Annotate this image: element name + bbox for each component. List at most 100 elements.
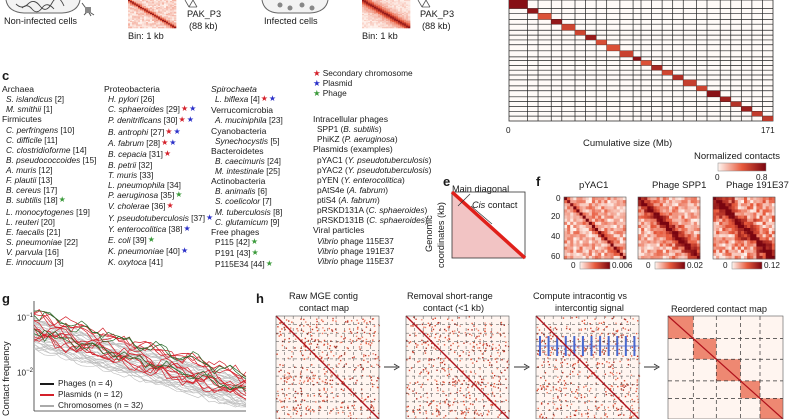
heatmap-cell [722, 218, 726, 223]
contact-dot [332, 408, 334, 410]
contact-dot [541, 347, 543, 350]
heatmap-cell [693, 203, 698, 207]
heatmap-cell [150, 15, 153, 17]
contact-dot [595, 326, 598, 328]
heatmap-cell [619, 255, 624, 260]
heatmap-cell [166, 21, 169, 23]
heatmap-cell [372, 17, 375, 19]
heatmap-cell [402, 1, 405, 3]
contact-dot [305, 408, 307, 410]
heatmap-cell [607, 200, 611, 204]
heatmap-cell [398, 26, 401, 29]
heatmap-cell [134, 2, 137, 4]
heatmap-cell [406, 25, 409, 28]
contact-dot [608, 362, 610, 364]
contact-dot [575, 390, 577, 393]
heatmap-cell [744, 215, 748, 219]
heatmap-cell [756, 224, 760, 229]
heatmap-cell [400, 15, 403, 17]
heatmap-cell [170, 22, 173, 24]
heatmap-cell [722, 221, 726, 226]
colorbar-f1 [579, 261, 611, 270]
taxon-group-header: Proteobacteria [104, 84, 160, 94]
heatmap-cell [768, 215, 773, 219]
contact-dot [307, 331, 310, 334]
heatmap-cell [672, 197, 676, 201]
heatmap-cell [675, 209, 679, 213]
contact-dot [447, 368, 450, 370]
heatmap-cell [174, 12, 177, 15]
heatmap-cell [390, 24, 393, 26]
heatmap-cell [374, 4, 377, 7]
heatmap-cell [148, 17, 151, 19]
heatmap-cell [406, 0, 409, 2]
heatmap-cell [392, 12, 395, 15]
heatmap-cell [684, 224, 688, 229]
colorbar-title: Normalized contacts [694, 151, 781, 162]
heatmap-cell [146, 18, 149, 21]
heatmap-cell [716, 237, 720, 241]
heatmap-cell [610, 215, 614, 219]
heatmap-cell [696, 255, 701, 260]
heatmap-cell [759, 228, 763, 232]
contact-dot [356, 328, 359, 330]
taxon-entry: Y. pseudotuberculosis [37]★ [108, 212, 214, 223]
heatmap-cell [384, 19, 387, 22]
contact-dot [555, 328, 558, 331]
heatmap-cell [378, 23, 381, 25]
heatmap-191e37 [712, 196, 776, 260]
contact-dot [635, 332, 638, 335]
contact-dot [350, 394, 353, 396]
contact-dot [372, 353, 374, 355]
heatmap-cell [737, 224, 742, 229]
contact-dot [321, 356, 323, 359]
heatmap-cell [402, 4, 405, 7]
heatmap-cell [398, 7, 401, 9]
heatmap-cell [644, 231, 648, 235]
heatmap-cell [144, 2, 147, 4]
contact-dot [606, 361, 608, 363]
heatmap-cell [564, 203, 568, 207]
heatmap-cell [716, 243, 720, 247]
heatmap-cell [144, 10, 147, 12]
contact-dot [370, 406, 372, 409]
heatmap-cell [759, 209, 763, 213]
contact-dot [611, 317, 613, 320]
contact-dot [557, 395, 559, 398]
heatmap-cell [152, 3, 155, 5]
heatmap-cell [579, 224, 583, 229]
contact-dot [482, 357, 484, 359]
contact-dot [409, 382, 411, 384]
heatmap-cell [619, 237, 624, 241]
heatmap-cell [144, 8, 147, 10]
heatmap-cell [162, 24, 165, 26]
heatmap-cell [378, 18, 381, 21]
heatmap-cell [370, 15, 373, 17]
contact-dot [504, 345, 507, 347]
heatmap-cell [374, 15, 377, 17]
heatmap-cell [610, 197, 614, 201]
heatmap-cell [719, 231, 723, 235]
heatmap-cell [156, 11, 159, 14]
contact-dot [449, 410, 451, 413]
contact-dot [320, 357, 323, 360]
heatmap-cell [362, 19, 365, 22]
heatmap-cell [372, 5, 375, 8]
contact-dot [283, 380, 286, 382]
heatmap-cell [398, 17, 401, 19]
heatmap-cell [622, 234, 627, 238]
heatmap-cell [693, 215, 698, 219]
contact-dot [468, 375, 470, 377]
heatmap-cell [402, 24, 405, 26]
contact-dot [432, 318, 434, 320]
diagonal-block [696, 85, 707, 91]
heatmap-cell [152, 22, 155, 24]
heatmap-cell [690, 237, 695, 241]
heatmap-cell [744, 234, 748, 238]
heatmap-cell [753, 252, 757, 257]
contact-dot [299, 387, 302, 390]
heatmap-cell [672, 246, 676, 250]
heatmap-cell [567, 234, 571, 238]
contact-dot [297, 392, 299, 395]
heatmap-cell [154, 4, 157, 7]
